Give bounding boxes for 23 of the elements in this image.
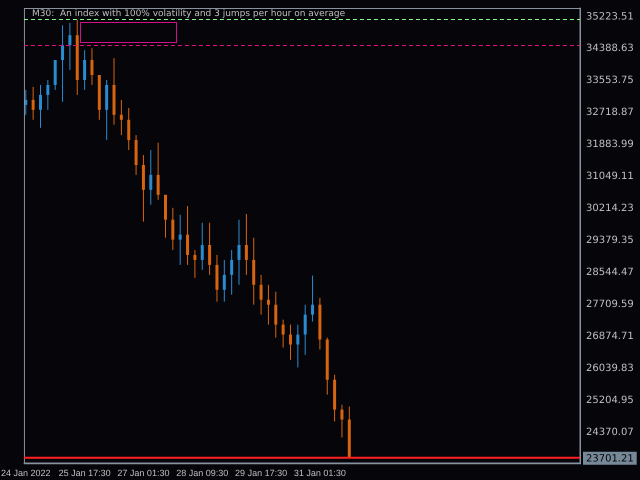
y-tick-label: 28544.47 [586,266,634,278]
y-tick-label: 29379.35 [586,235,634,246]
candlestick [178,214,182,265]
y-tick-label: 35223.51 [586,11,634,22]
x-tick-label: 29 Jan 17:30 [235,468,288,478]
y-tick-label: 33553.75 [586,75,634,86]
y-tick-label: 27709.59 [586,298,634,310]
chart-title: M30: An index with 100% volatility and 3 jumps per hour on average [32,9,346,19]
x-tick-label: 24 Jan 2022 [1,468,51,478]
x-tick-label: 25 Jan 17:30 [58,468,111,478]
y-tick-label: 26039.83 [586,362,634,374]
y-tick-label: 31049.11 [586,171,634,182]
x-tick-label: 28 Jan 09:30 [176,468,228,478]
y-tick-label: 24370.07 [586,426,634,438]
y-tick-label: 32718.87 [586,107,634,118]
y-tick-label: 26874.71 [586,330,634,342]
x-tick-label: 31 Jan 01:30 [294,468,346,478]
ref-line-label: 23701.21 [586,453,634,464]
y-tick-label: 25204.95 [586,394,634,406]
y-tick-label: 34388.63 [586,43,634,54]
y-tick-label: 30214.23 [586,203,634,214]
y-tick-label: 31883.99 [586,139,634,150]
x-tick-label: 27 Jan 01:30 [117,468,170,478]
